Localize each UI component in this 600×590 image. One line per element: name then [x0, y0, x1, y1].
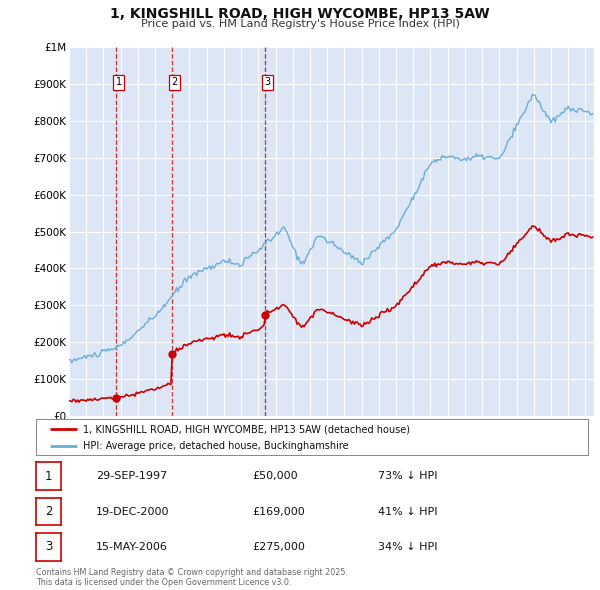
Text: 1: 1	[45, 470, 52, 483]
Text: 34% ↓ HPI: 34% ↓ HPI	[378, 542, 437, 552]
Text: 73% ↓ HPI: 73% ↓ HPI	[378, 471, 437, 481]
Text: Price paid vs. HM Land Registry's House Price Index (HPI): Price paid vs. HM Land Registry's House …	[140, 19, 460, 30]
Text: £169,000: £169,000	[252, 507, 305, 516]
Text: £275,000: £275,000	[252, 542, 305, 552]
Text: 3: 3	[45, 540, 52, 553]
Text: HPI: Average price, detached house, Buckinghamshire: HPI: Average price, detached house, Buck…	[83, 441, 349, 451]
Text: 19-DEC-2000: 19-DEC-2000	[96, 507, 170, 516]
Text: 1: 1	[116, 77, 122, 87]
Text: 2: 2	[171, 77, 178, 87]
Text: 1, KINGSHILL ROAD, HIGH WYCOMBE, HP13 5AW: 1, KINGSHILL ROAD, HIGH WYCOMBE, HP13 5A…	[110, 7, 490, 21]
Text: 1, KINGSHILL ROAD, HIGH WYCOMBE, HP13 5AW (detached house): 1, KINGSHILL ROAD, HIGH WYCOMBE, HP13 5A…	[83, 424, 410, 434]
Text: 15-MAY-2006: 15-MAY-2006	[96, 542, 168, 552]
Text: 41% ↓ HPI: 41% ↓ HPI	[378, 507, 437, 516]
Text: £50,000: £50,000	[252, 471, 298, 481]
Text: 3: 3	[264, 77, 271, 87]
Text: 29-SEP-1997: 29-SEP-1997	[96, 471, 167, 481]
Text: 2: 2	[45, 505, 52, 518]
Text: Contains HM Land Registry data © Crown copyright and database right 2025.
This d: Contains HM Land Registry data © Crown c…	[36, 568, 348, 587]
